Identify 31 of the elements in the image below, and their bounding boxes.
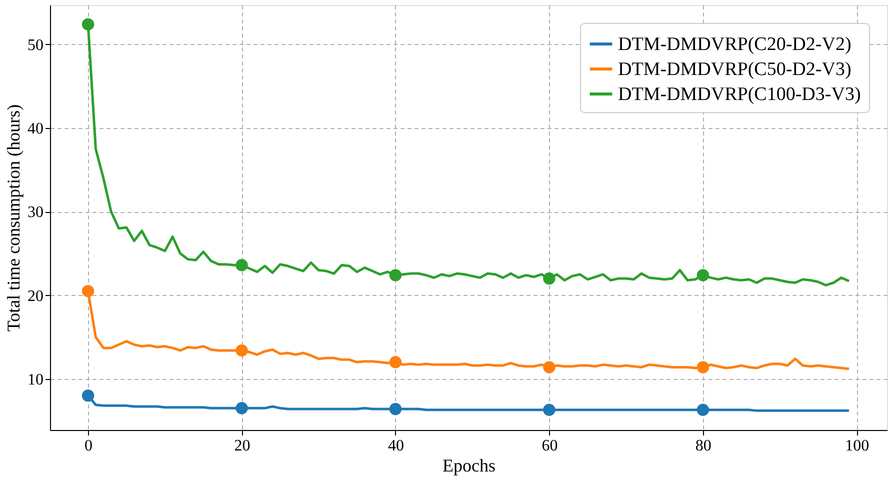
point (696, 404, 710, 416)
point (82, 390, 94, 402)
point (543, 361, 556, 374)
point (82, 18, 94, 30)
point (236, 259, 248, 272)
point (82, 284, 94, 298)
legend-label: DTM-DMDVRP(C20-D2-V2) (618, 34, 852, 55)
y-tick-label: 20 (28, 288, 44, 305)
x-tick-label: 40 (388, 438, 404, 454)
point (543, 404, 556, 416)
point (236, 402, 248, 414)
point (696, 361, 710, 374)
x-tick-label: 100 (845, 438, 870, 454)
y-tick-label: 30 (28, 204, 44, 222)
point (696, 269, 710, 282)
legend-label: DTM-DMDVRP(C50-D2-V3) (618, 59, 852, 80)
point (389, 402, 402, 416)
y-tick-label: 10 (28, 371, 44, 388)
point (543, 272, 556, 285)
point (236, 344, 248, 357)
x-tick-label: 60 (542, 438, 558, 454)
y-tick-label: 50 (28, 36, 44, 54)
y-axis-title: Total time consumption (hours) (4, 104, 24, 332)
x-axis-title: Epochs (442, 456, 496, 476)
x-tick-label: 20 (234, 438, 250, 454)
point (389, 269, 402, 282)
x-tick-label: 0 (84, 438, 93, 454)
x-tick-label: 80 (695, 438, 712, 454)
y-tick-label: 40 (28, 120, 44, 138)
legend-label: DTM-DMDVRP(C100-D3-V3) (618, 84, 861, 105)
point (389, 356, 402, 368)
